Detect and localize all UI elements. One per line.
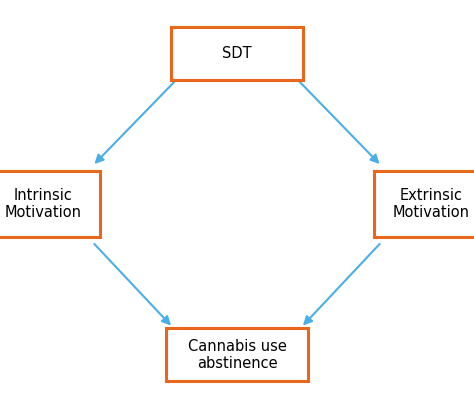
FancyBboxPatch shape bbox=[166, 328, 308, 381]
FancyBboxPatch shape bbox=[374, 171, 474, 237]
Text: Cannabis use
abstinence: Cannabis use abstinence bbox=[188, 339, 286, 371]
Text: Intrinsic
Motivation: Intrinsic Motivation bbox=[4, 188, 81, 220]
FancyBboxPatch shape bbox=[171, 27, 303, 80]
Text: Extrinsic
Motivation: Extrinsic Motivation bbox=[393, 188, 470, 220]
Text: SDT: SDT bbox=[222, 46, 252, 60]
FancyBboxPatch shape bbox=[0, 171, 100, 237]
